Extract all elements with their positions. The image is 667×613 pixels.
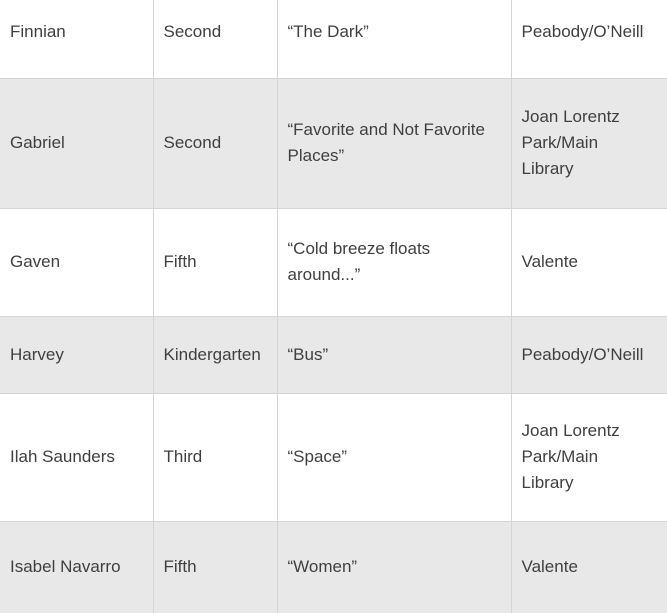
cell-grade: Fifth: [153, 520, 278, 613]
cell-location: Valente: [511, 520, 667, 613]
cell-location: Joan Lorentz Park/Main Library: [511, 77, 667, 208]
cell-location: Valente: [511, 207, 667, 316]
cell-title: “Space”: [277, 392, 512, 521]
cell-name: Isabel Navarro: [0, 520, 154, 613]
table-row: Gabriel Second “Favorite and Not Favorit…: [0, 77, 667, 208]
cell-location: Joan Lorentz Park/Main Library: [511, 392, 667, 521]
cell-title: “The Dark”: [277, 0, 512, 78]
cell-grade: Fifth: [153, 207, 278, 316]
cell-title: “Cold breeze floats around...”: [277, 207, 512, 316]
cell-title: “Favorite and Not Favorite Places”: [277, 77, 512, 208]
table-row: Finnian Second “The Dark” Peabody/O’Neil…: [0, 0, 667, 78]
table-row: Ilah Saunders Third “Space” Joan Lorentz…: [0, 392, 667, 521]
cell-location: Peabody/O’Neill: [511, 0, 667, 78]
cell-location: Peabody/O’Neill: [511, 315, 667, 393]
table-row: Harvey Kindergarten “Bus” Peabody/O’Neil…: [0, 315, 667, 393]
cell-title: “Women”: [277, 520, 512, 613]
table-row: Isabel Navarro Fifth “Women” Valente: [0, 520, 667, 613]
cell-grade: Third: [153, 392, 278, 521]
table-row: Gaven Fifth “Cold breeze floats around..…: [0, 207, 667, 316]
cell-grade: Second: [153, 0, 278, 78]
cell-grade: Kindergarten: [153, 315, 278, 393]
cell-name: Harvey: [0, 315, 154, 393]
cell-grade: Second: [153, 77, 278, 208]
cell-title: “Bus”: [277, 315, 512, 393]
cell-name: Finnian: [0, 0, 154, 78]
cell-name: Gaven: [0, 207, 154, 316]
cell-name: Ilah Saunders: [0, 392, 154, 521]
cell-name: Gabriel: [0, 77, 154, 208]
